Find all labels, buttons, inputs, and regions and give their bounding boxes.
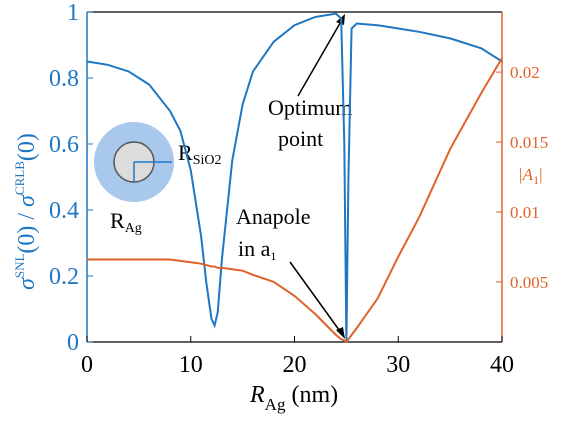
y2-tick-label: 0.005 bbox=[510, 273, 548, 292]
y-axis-label: σSNL(0) / σCRLB(0) bbox=[12, 133, 40, 290]
label-sub: 1 bbox=[270, 249, 276, 263]
label-sup: CRLB bbox=[12, 161, 27, 195]
y-tick-label: 0.2 bbox=[49, 264, 79, 290]
label-sup: SNL bbox=[12, 254, 27, 279]
label-part: | bbox=[539, 165, 542, 184]
x-tick-label: 20 bbox=[283, 352, 307, 378]
label-part: R bbox=[249, 382, 265, 408]
label-part: (0) bbox=[14, 133, 40, 161]
annotation-arrow bbox=[297, 17, 344, 97]
data-line bbox=[87, 57, 503, 344]
x-tick-label: 30 bbox=[386, 352, 410, 378]
annotation: Anapole bbox=[236, 204, 311, 229]
y-tick-label: 0 bbox=[67, 330, 79, 356]
x-tick-label: 40 bbox=[490, 352, 514, 378]
annotation: Optimum bbox=[268, 95, 352, 120]
label-part: (0) / bbox=[14, 207, 40, 254]
annotation: in a1 bbox=[238, 236, 276, 263]
arrow-head bbox=[336, 327, 345, 339]
annotation-arrow bbox=[289, 261, 343, 335]
data-line bbox=[86, 12, 503, 343]
label-part: |A bbox=[518, 165, 534, 184]
x-tick-label: 0 bbox=[81, 352, 93, 378]
y-tick-label: 0.4 bbox=[49, 198, 79, 224]
y2-tick-label: 0.01 bbox=[510, 203, 540, 222]
label-sub: Ag bbox=[265, 395, 286, 414]
x-tick-label: 10 bbox=[179, 352, 203, 378]
label-part: in a bbox=[238, 236, 271, 261]
x-axis-label: RAg (nm) bbox=[249, 382, 338, 414]
annotation: point bbox=[278, 126, 323, 151]
label-sub: 1 bbox=[533, 173, 539, 187]
y2-tick-label: 0.02 bbox=[510, 63, 540, 82]
label-part: (nm) bbox=[285, 382, 338, 408]
label-part: R bbox=[110, 208, 125, 233]
y2-tick-label: 0.015 bbox=[510, 133, 548, 152]
y-tick-label: 0.6 bbox=[49, 132, 79, 158]
label-sub: SiO2 bbox=[193, 153, 222, 168]
y2-axis-label: |A1| bbox=[518, 165, 542, 187]
label-part: σ bbox=[14, 277, 40, 290]
y-tick-label: 1 bbox=[67, 0, 79, 26]
r-ag-label: RAg bbox=[110, 208, 142, 236]
label-part: σ bbox=[14, 194, 40, 207]
y-tick-label: 0.8 bbox=[49, 66, 79, 92]
label-sub: Ag bbox=[125, 221, 142, 236]
